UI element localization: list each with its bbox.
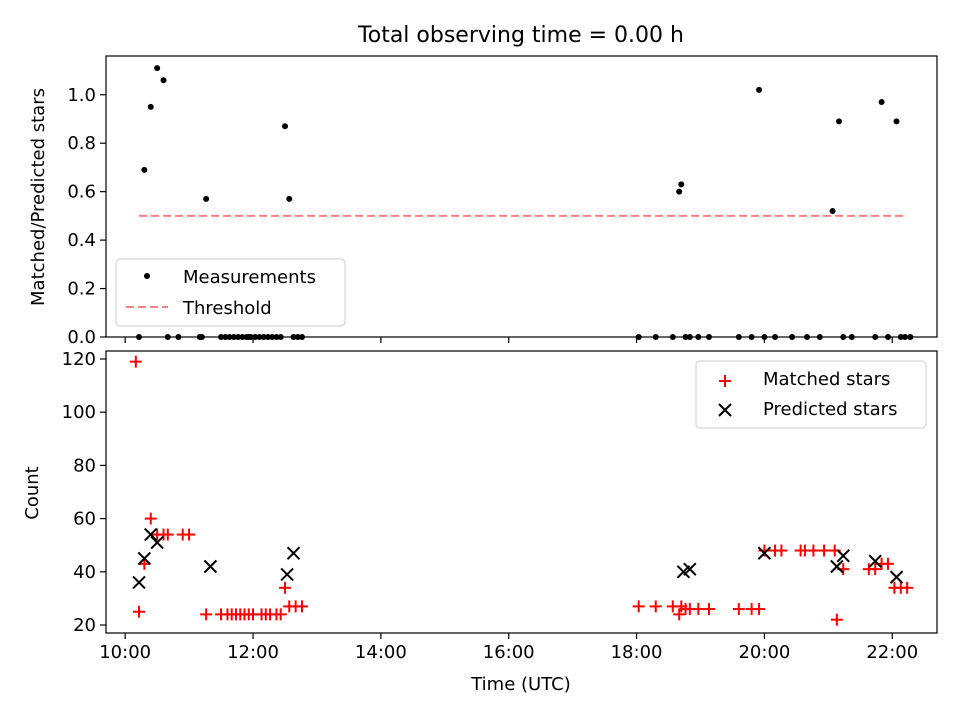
matched-star-point — [830, 613, 843, 626]
measurement-point — [878, 99, 885, 106]
top-panel: Total observing time = 0.00 h Matched/Pr… — [28, 23, 938, 348]
legend-predicted-label: Predicted stars — [763, 399, 897, 420]
measurement-point — [893, 118, 900, 125]
matched-star-point — [274, 608, 287, 621]
matched-star-point — [144, 512, 157, 525]
bottom-y-tick-label: 20 — [73, 615, 96, 636]
bottom-y-axis-label: Count — [22, 466, 43, 519]
matched-star-point — [296, 600, 309, 613]
predicted-star-point — [683, 562, 697, 576]
matched-star-point — [692, 603, 705, 616]
bottom-panel: Count Time (UTC) 20 40 60 80 100 120 10:00 12:… — [22, 349, 938, 695]
matched-star-point — [632, 600, 645, 613]
measurement-point — [286, 195, 293, 202]
matched-star-point — [133, 605, 146, 618]
predicted-star-point — [137, 551, 152, 566]
matched-star-point — [183, 528, 196, 541]
x-tick-label: 20:00 — [738, 642, 790, 663]
predicted-star-point — [889, 570, 904, 584]
measurement-point — [678, 181, 685, 188]
measurement-point — [203, 195, 210, 202]
legend-predicted-marker — [718, 403, 732, 417]
measurement-point — [160, 77, 167, 84]
x-tick-label: 22:00 — [866, 642, 918, 663]
matched-star-point — [703, 603, 716, 616]
legend-measurements-marker — [144, 273, 150, 279]
top-legend: Measurements Threshold — [115, 258, 346, 327]
bottom-plot-frame — [105, 350, 938, 634]
top-plot-frame — [105, 55, 938, 338]
legend-threshold-label: Threshold — [182, 298, 272, 319]
measurement-point — [829, 208, 836, 215]
bottom-y-tick-label: 60 — [73, 509, 96, 530]
x-tick-label: 10:00 — [99, 642, 151, 663]
top-y-ticks: 0.0 0.2 0.4 0.6 0.8 1.0 — [67, 85, 106, 348]
bottom-y-tick-label: 100 — [62, 402, 96, 423]
predicted-star-point — [132, 575, 146, 590]
x-tick-label: 16:00 — [483, 642, 535, 663]
predicted-star-point — [836, 549, 850, 563]
x-tick-label: 12:00 — [227, 642, 279, 663]
matched-star-point — [673, 608, 686, 621]
bottom-y-ticks: 20 40 60 80 100 120 — [62, 349, 106, 636]
measurement-point — [141, 166, 148, 173]
matched-star-point — [869, 563, 882, 576]
matched-star-point — [129, 355, 142, 368]
predicted-star-point — [286, 546, 301, 560]
matched-star-point — [161, 528, 174, 541]
top-y-tick-label: 0.4 — [67, 230, 96, 251]
matched-star-point — [901, 581, 914, 594]
matched-star-point — [818, 544, 831, 557]
bottom-y-tick-label: 80 — [73, 455, 96, 476]
matched-star-point — [649, 600, 662, 613]
bottom-x-ticks: 10:00 12:00 14:00 16:00 18:00 20:00 22:00 — [99, 633, 918, 663]
bottom-data-marks — [129, 355, 914, 626]
bottom-legend: Matched stars Predicted stars — [695, 360, 927, 429]
matched-star-point — [775, 544, 788, 557]
x-tick-label: 14:00 — [355, 642, 407, 663]
matched-star-point — [278, 581, 291, 594]
matched-star-point — [753, 603, 766, 616]
predicted-star-point — [757, 546, 772, 560]
x-axis-label: Time (UTC) — [470, 674, 571, 695]
x-tick-label: 18:00 — [611, 642, 663, 663]
top-y-tick-label: 0.0 — [67, 327, 96, 348]
predicted-star-point — [150, 535, 164, 550]
measurement-point — [676, 188, 683, 195]
matched-star-point — [881, 557, 894, 570]
bottom-legend-box — [695, 360, 927, 429]
predicted-star-point — [868, 554, 882, 568]
top-y-tick-label: 0.6 — [67, 182, 96, 203]
legend-matched-marker — [719, 375, 731, 387]
measurement-point — [281, 123, 288, 130]
matched-star-point — [200, 608, 213, 621]
top-y-tick-label: 0.8 — [67, 133, 96, 154]
predicted-star-point — [203, 559, 218, 574]
top-y-axis-label: Matched/Predicted stars — [28, 88, 49, 306]
measurement-point — [756, 86, 763, 93]
bottom-y-tick-label: 40 — [73, 562, 96, 583]
legend-measurements-label: Measurements — [183, 267, 316, 288]
matched-star-point — [732, 603, 745, 616]
measurement-point — [835, 118, 842, 125]
top-y-tick-label: 1.0 — [67, 85, 96, 106]
chart-title: Total observing time = 0.00 h — [357, 23, 684, 48]
predicted-star-point — [280, 567, 294, 582]
predicted-star-point — [144, 527, 158, 542]
matched-star-point — [807, 544, 820, 557]
measurement-point — [154, 65, 161, 72]
predicted-star-point — [830, 559, 844, 574]
top-y-tick-label: 0.2 — [67, 279, 96, 300]
top-legend-box — [115, 258, 346, 327]
measurement-point — [147, 103, 154, 110]
legend-matched-label: Matched stars — [763, 369, 890, 390]
bottom-y-tick-label: 120 — [62, 349, 96, 370]
